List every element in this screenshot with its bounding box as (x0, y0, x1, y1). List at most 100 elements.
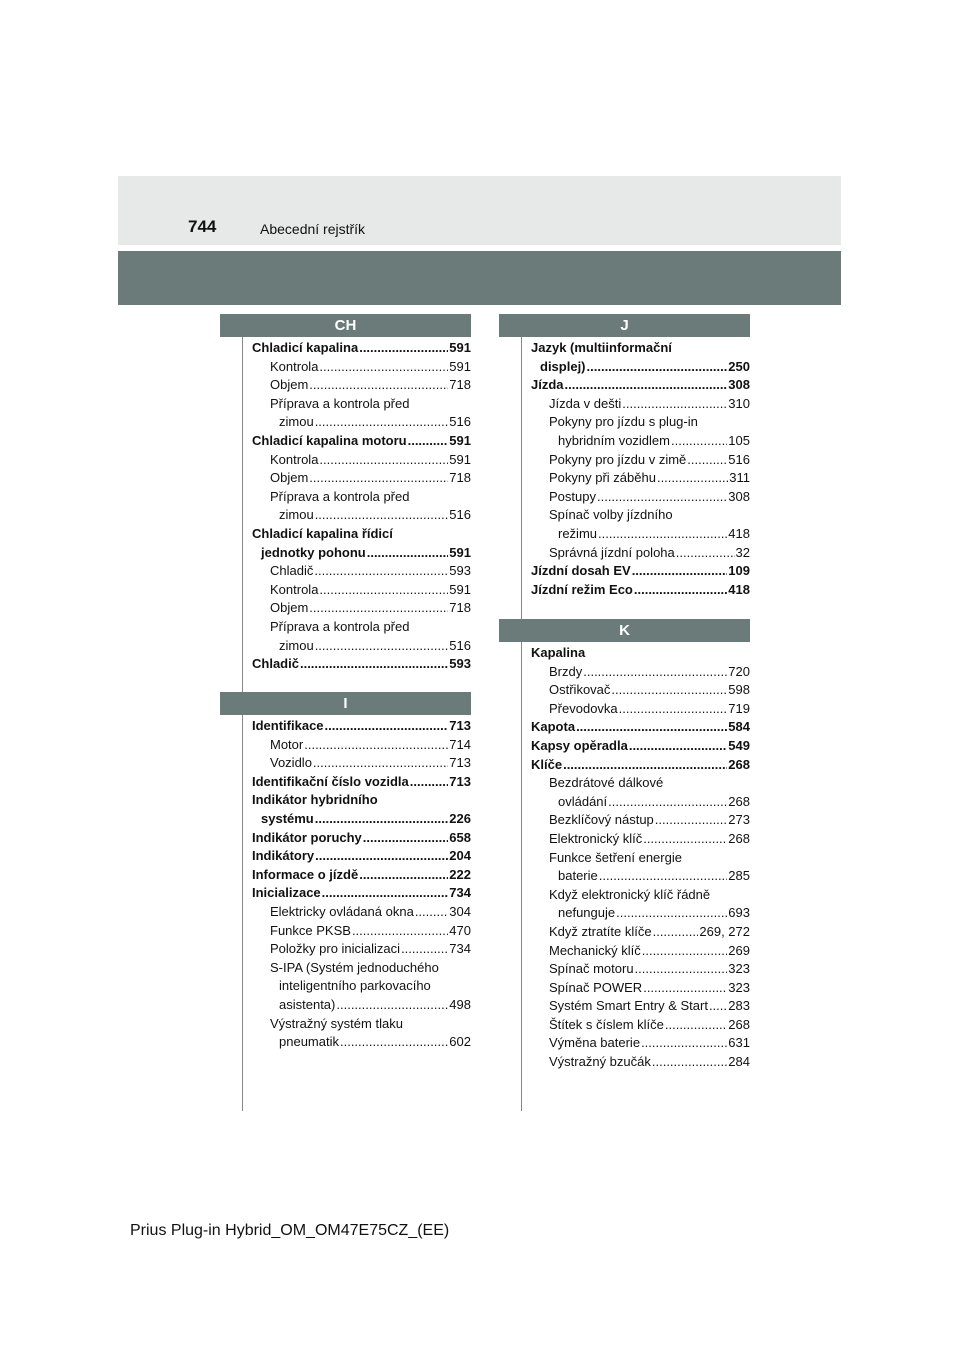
entry-page-number: 713 (449, 755, 471, 771)
dot-leader (352, 922, 448, 941)
entry-term: Chladič (252, 656, 299, 672)
index-entry: režimu 418 (531, 525, 750, 544)
section-bar (118, 251, 841, 305)
entry-page-number: 273 (728, 812, 750, 828)
dot-leader (611, 681, 727, 700)
page-title: Abecední rejstřík (260, 221, 366, 237)
dot-leader (676, 544, 735, 563)
entry-page-number: 631 (728, 1035, 750, 1051)
index-entry: inteligentního parkovacího (252, 977, 471, 996)
entry-term: Pokyny při záběhu (549, 470, 656, 486)
index-entry: Jízda v dešti 310 (531, 395, 750, 414)
dot-leader (315, 506, 449, 525)
index-entry: jednotky pohonu 591 (252, 544, 471, 563)
entry-term: Identifikační číslo vozidla (252, 773, 409, 789)
entry-term: Postupy (549, 488, 596, 504)
dot-leader (597, 488, 727, 507)
index-entry: pneumatik 602 (252, 1033, 471, 1052)
entry-page-number: 204 (449, 848, 471, 864)
entry-term: Bezklíčový nástup (549, 812, 654, 828)
entry-term: Objem (270, 377, 309, 393)
entry-page-number: 720 (728, 663, 750, 679)
index-entry: Příprava a kontrola před (252, 395, 471, 414)
entry-page-number: 323 (728, 961, 750, 977)
dot-leader (643, 979, 727, 998)
entry-term: Kapsy opěradla (531, 737, 628, 753)
entry-term: systému (261, 810, 314, 826)
entry-term: Jízda v dešti (549, 395, 622, 411)
dot-leader (325, 717, 449, 736)
index-entry: Výstražný bzučák 284 (531, 1053, 750, 1072)
column-divider (521, 337, 522, 1111)
entry-page-number: 311 (729, 470, 750, 486)
entry-page-number: 268 (728, 756, 750, 772)
header-band (118, 176, 841, 245)
dot-leader (709, 997, 727, 1016)
entry-term: Výstražný systém tlaku (270, 1015, 403, 1031)
dot-leader (653, 923, 699, 942)
index-entry: Štítek s číslem klíče 268 (531, 1016, 750, 1035)
entry-term: Systém Smart Entry & Start (549, 998, 708, 1014)
dot-leader (641, 1034, 727, 1053)
entry-term: ovládání (558, 793, 608, 809)
entry-page-number: 591 (449, 544, 471, 560)
entry-term: Chladicí kapalina (252, 340, 359, 355)
index-entry: Indikátor hybridního (252, 791, 471, 810)
entry-page-number: 323 (728, 979, 750, 995)
index-entry: Motor 714 (252, 736, 471, 755)
entry-term: Informace o jízdě (252, 866, 359, 882)
index-entry: Pokyny pro jízdu v zimě 516 (531, 451, 750, 470)
index-entry: displej) 250 (531, 358, 750, 377)
entry-page-number: 591 (449, 581, 471, 597)
document-footer: Prius Plug-in Hybrid_OM_OM47E75CZ_(EE) (130, 1222, 450, 1239)
index-entry: Když ztratíte klíče 269, 272 (531, 923, 750, 942)
dot-leader (367, 544, 449, 563)
entry-term: Položky pro inicializaci (270, 941, 401, 957)
index-entry: Položky pro inicializaci 734 (252, 940, 471, 959)
entry-page-number: 591 (449, 432, 471, 448)
index-entry: Chladicí kapalina motoru 591 (252, 432, 471, 451)
index-entries: Kapalina Brzdy 720 Ostřikovač 598 Převodovka 7… (499, 642, 750, 1072)
index-entry: Informace o jízdě 222 (252, 866, 471, 885)
index-entry: Spínač motoru 323 (531, 960, 750, 979)
entry-term: režimu (558, 525, 598, 541)
index-entry: zimou 516 (252, 637, 471, 656)
entry-page-number: 308 (728, 377, 750, 393)
entry-term: Elektricky ovládaná okna (270, 903, 414, 919)
entry-term: Kontrola (270, 358, 319, 374)
entry-term: Funkce šetření energie (549, 849, 682, 865)
dot-leader (315, 413, 449, 432)
entry-page-number: 308 (728, 488, 750, 504)
index-entry: Identifikační číslo vozidla 713 (252, 773, 471, 792)
dot-leader (319, 358, 448, 377)
entry-page-number: 713 (449, 718, 471, 733)
entry-page-number: 719 (728, 700, 750, 716)
entry-page-number: 602 (449, 1034, 471, 1050)
entry-page-number: 693 (728, 905, 750, 921)
entry-page-number: 549 (728, 737, 750, 753)
dot-leader (587, 358, 728, 377)
entry-term: Pokyny pro jízdu v zimě (549, 451, 687, 467)
index-entry: Systém Smart Entry & Start 283 (531, 997, 750, 1016)
dot-leader (608, 793, 727, 812)
dot-leader (583, 663, 727, 682)
index-entry: ovládání 268 (531, 793, 750, 812)
index-entry: Inicializace 734 (252, 884, 471, 903)
entry-term: Indikátor hybridního (252, 792, 378, 808)
entry-term: Příprava a kontrola před (270, 395, 410, 411)
entry-page-number: 222 (449, 866, 471, 882)
index-entry: Správná jízdní poloha 32 (531, 544, 750, 563)
entry-page-number: 283 (728, 998, 750, 1014)
entry-page-number: 734 (449, 885, 471, 901)
entry-term: zimou (279, 507, 314, 523)
section-letter-header: I (220, 692, 471, 715)
dot-leader (634, 581, 727, 600)
index-entry: Když elektronický klíč řádně (531, 886, 750, 905)
index-entry: Elektronický klíč 268 (531, 830, 750, 849)
entry-page-number: 269 (728, 942, 750, 958)
entry-page-number: 226 (449, 810, 471, 826)
index-entry: Vozidlo 713 (252, 754, 471, 773)
dot-leader (599, 867, 728, 886)
index-entry: Pokyny při záběhu 311 (531, 469, 750, 488)
entry-term: Chladič (270, 563, 314, 579)
